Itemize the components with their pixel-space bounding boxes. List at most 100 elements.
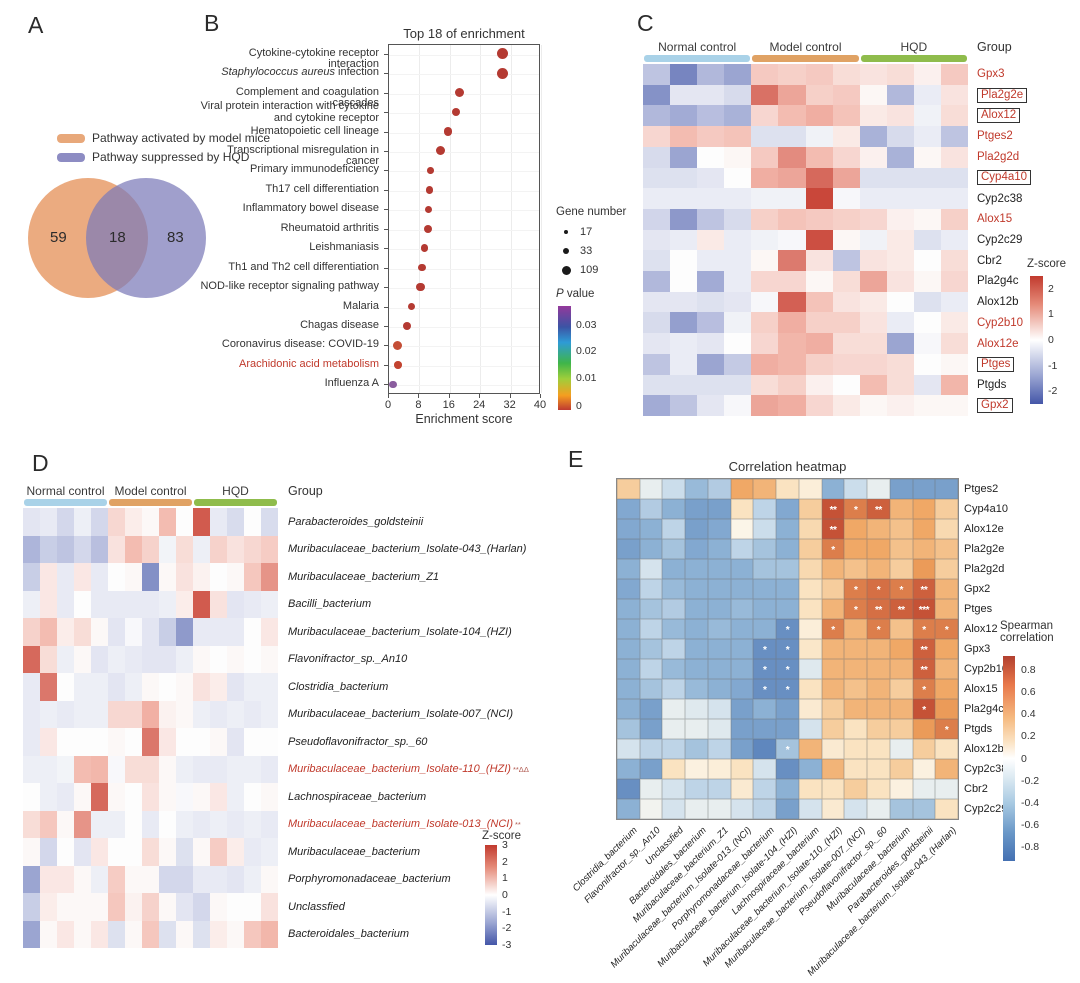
correlation-cell (867, 779, 890, 799)
correlation-cell (912, 479, 936, 499)
group-name: HQD (222, 484, 249, 498)
heatmap-row-label: Muribaculaceae_bacterium_Isolate-110_(HZ… (288, 763, 529, 776)
correlation-cell: ** (821, 499, 845, 519)
heatmap-cell (724, 229, 752, 251)
heatmap-cell (913, 374, 941, 396)
heatmap-cell (159, 590, 176, 618)
heatmap-cell (57, 838, 74, 866)
heatmap-cell (778, 188, 806, 209)
correlation-row-label: Pla2g2e (964, 543, 1005, 555)
heatmap-cell (176, 618, 193, 646)
heatmap-row-label: Ptges2 (977, 130, 1013, 143)
correlation-cell (912, 759, 936, 779)
correlation-cell (776, 559, 799, 579)
heatmap-cell (57, 783, 74, 811)
heatmap-cell (227, 590, 244, 618)
heatmap-row-label: Cyp2b10 (977, 316, 1024, 329)
heatmap-cell (227, 810, 244, 838)
heatmap-cell (751, 146, 779, 168)
heatmap-cell (913, 126, 941, 147)
correlation-cell (889, 719, 913, 739)
correlation-cell (617, 539, 640, 559)
pathway-label: Leishmaniasis (309, 241, 379, 254)
spearman-tick-label: -0.6 (1021, 818, 1040, 831)
heatmap-row-label: Alox12b (977, 296, 1019, 309)
correlation-cell (617, 619, 640, 639)
correlation-cell (685, 659, 708, 679)
gridline (389, 93, 539, 95)
significance-mark: * (899, 585, 903, 596)
significance-mark: * (922, 685, 926, 696)
heatmap-cell (832, 126, 860, 147)
correlation-cell (798, 579, 822, 599)
correlation-row-label: Alox15 (964, 683, 998, 695)
heatmap-cell (40, 893, 57, 921)
pathway-label: Arachidonic acid metabolism (238, 357, 379, 370)
gene-number-dot (563, 248, 569, 254)
heatmap-cell (832, 333, 860, 354)
heatmap-cell (125, 755, 142, 783)
correlation-cell (821, 559, 845, 579)
heatmap-cell (751, 64, 779, 85)
axis-tick (509, 394, 511, 398)
heatmap-cell (886, 291, 914, 313)
heatmap-cell (108, 700, 125, 728)
heatmap-cell (261, 838, 278, 866)
pathway-label: Th1 and Th2 cell differentiation (228, 260, 379, 273)
heatmap-cell (913, 250, 941, 272)
axis-tick (384, 364, 388, 366)
heatmap-cell (643, 188, 671, 209)
heatmap-cell (108, 728, 125, 756)
heatmap-cell (108, 920, 125, 948)
heatmap-row-label: Alox12 (977, 105, 1021, 126)
significance-mark: * (785, 745, 790, 756)
heatmap-cell (724, 291, 752, 313)
correlation-cell (867, 539, 890, 559)
heatmap-cell (697, 146, 725, 168)
correlation-cell (685, 479, 708, 499)
correlation-cell (662, 579, 686, 599)
heatmap-cell (108, 673, 125, 701)
correlation-cell: * (753, 659, 777, 679)
heatmap-cell (724, 167, 752, 189)
enrichment-dot (496, 67, 508, 79)
correlation-cell (821, 739, 845, 759)
heatmap-row-label: Muribaculaceae_bacterium_Isolate-043_(Ha… (288, 543, 527, 556)
heatmap-cell (724, 374, 752, 396)
correlation-cell (662, 499, 686, 519)
correlation-cell (662, 559, 686, 579)
correlation-cell (776, 519, 799, 539)
heatmap-row-label: Pla2g4c (977, 275, 1019, 288)
correlation-cell (707, 759, 731, 779)
heatmap-cell (91, 673, 108, 701)
correlation-cell (730, 659, 754, 679)
heatmap-cell (670, 353, 698, 375)
heatmap-cell (940, 229, 968, 251)
heatmap-row-label: Ptgds (977, 378, 1007, 391)
correlation-row-label: Ptgds (964, 723, 993, 735)
heatmap-cell (244, 838, 261, 866)
heatmap-row-label: Bacilli_bacterium (288, 598, 372, 611)
heatmap-cell (40, 508, 57, 536)
heatmap-cell (751, 374, 779, 396)
heatmap-cell (244, 865, 261, 893)
correlation-cell (798, 559, 822, 579)
heatmap-cell (670, 229, 698, 251)
correlation-cell (730, 739, 754, 759)
correlation-cell (776, 539, 799, 559)
heatmap-cell (832, 291, 860, 313)
pathway-label: Th17 cell differentiation (265, 182, 379, 195)
significance-mark: * (876, 585, 881, 596)
heatmap-cell (670, 167, 698, 189)
heatmap-cell (40, 618, 57, 646)
heatmap-cell (724, 271, 752, 292)
correlation-cell (935, 479, 958, 499)
heatmap-cell (913, 291, 941, 313)
heatmap-cell (40, 920, 57, 948)
pvalue-tick-label: 0.01 (576, 371, 597, 384)
heatmap-cell (227, 838, 244, 866)
zscore-tick-label: 3 (502, 839, 508, 851)
heatmap-cell (108, 893, 125, 921)
panel-c-zscore-colorbar (1030, 276, 1043, 404)
heatmap-cell (805, 84, 833, 106)
